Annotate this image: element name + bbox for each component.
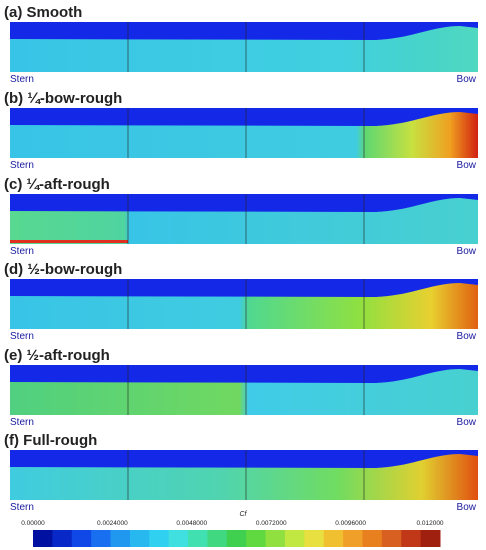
colorbar-cell (265, 530, 286, 547)
bow-label: Bow (457, 502, 477, 513)
hull-contour (10, 112, 478, 158)
colorbar-cell (110, 530, 131, 547)
colorbar-cell (129, 530, 150, 547)
colorbar-cell (188, 530, 208, 547)
colorbar-cell (207, 530, 228, 547)
colorbar-cell (343, 530, 363, 547)
bow-label: Bow (457, 246, 477, 257)
colorbar-cell (71, 530, 92, 547)
rough-strip (10, 240, 128, 243)
panel-title: (e) ½-aft-rough (4, 347, 110, 364)
colorbar-tick-label: 0.0024000 (97, 520, 128, 527)
stern-label: Stern (10, 160, 34, 171)
colorbar-tick-label: 0.0048000 (176, 520, 207, 527)
colorbar-cell (362, 530, 383, 547)
colorbar-tick-label: 0.00000 (21, 520, 45, 527)
hull-contour (10, 283, 478, 329)
panel-title: (a) Smooth (4, 4, 82, 21)
colorbar-cell (149, 530, 170, 547)
panel-title: (b) ¼-bow-rough (4, 90, 122, 107)
bow-label: Bow (457, 331, 477, 342)
colorbar-cell (381, 530, 402, 547)
hull-contour (10, 369, 478, 415)
bow-label: Bow (457, 74, 477, 85)
stern-label: Stern (10, 331, 34, 342)
colorbar-label: Cf (240, 511, 248, 518)
colorbar-cell (304, 530, 325, 547)
bow-label: Bow (457, 417, 477, 428)
colorbar-cell (91, 530, 112, 547)
stern-label: Stern (10, 74, 34, 85)
stern-label: Stern (10, 417, 34, 428)
colorbar-tick-label: 0.0072000 (256, 520, 287, 527)
panel-title: (d) ½-bow-rough (4, 261, 122, 278)
hull-contour (10, 454, 478, 500)
colorbar-cell (52, 530, 73, 547)
hull-contour (10, 198, 478, 244)
panel-title: (f) Full-rough (4, 432, 97, 449)
stern-label: Stern (10, 502, 34, 513)
colorbar-cell (226, 530, 247, 547)
colorbar-cell (168, 530, 189, 547)
hull-contour (10, 26, 478, 72)
stern-label: Stern (10, 246, 34, 257)
colorbar-cell (420, 530, 441, 547)
colorbar-cell (246, 530, 267, 547)
panel-title: (c) ¼-aft-rough (4, 176, 110, 193)
colorbar-cell (401, 530, 422, 547)
colorbar-cell (323, 530, 344, 547)
colorbar-tick-label: 0.012000 (416, 520, 443, 527)
colorbar-tick-label: 0.0096000 (335, 520, 366, 527)
bow-label: Bow (457, 160, 477, 171)
colorbar-cell (33, 530, 53, 547)
colorbar-cell (284, 530, 305, 547)
